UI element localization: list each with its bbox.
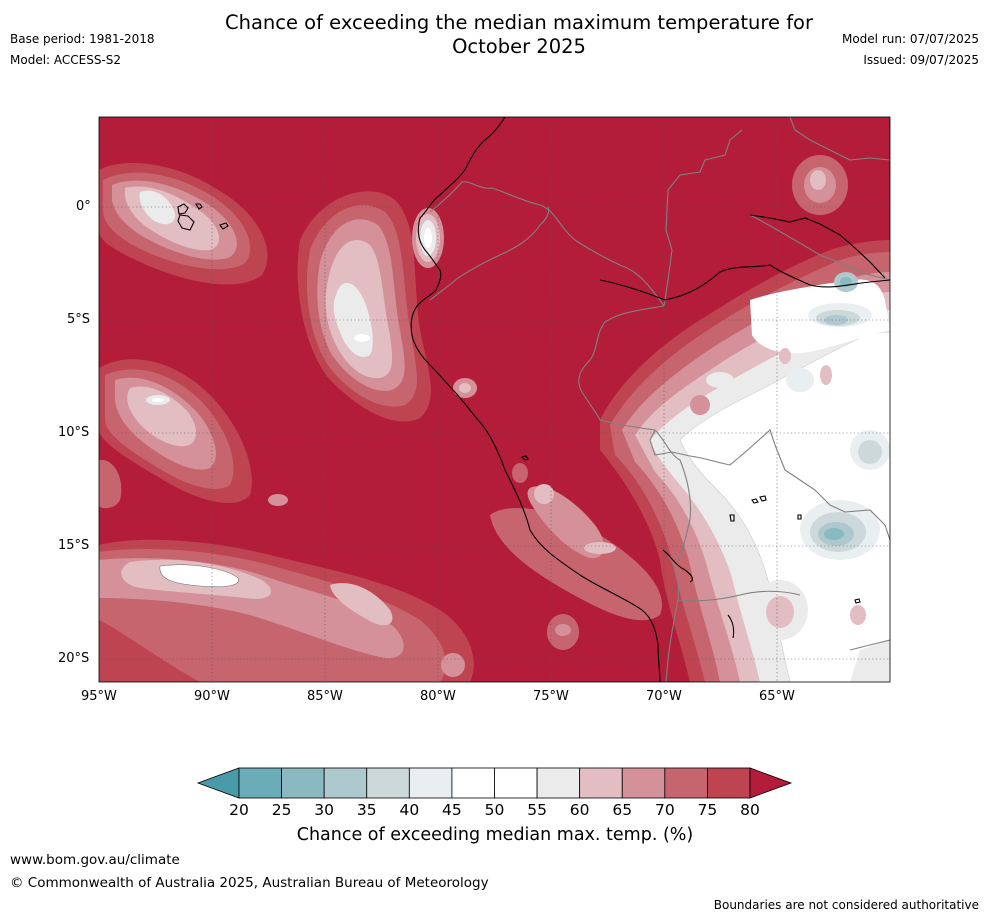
colorbar-bin — [621, 767, 666, 799]
colorbar-tick-label: 35 — [356, 801, 377, 819]
model-name: Model: ACCESS-S2 — [10, 53, 122, 67]
header-meta-left: Base period: 1981-2018 Model: ACCESS-S2 — [10, 29, 155, 71]
colorbar-tick-label: 25 — [271, 801, 292, 819]
colorbar-tick-label: 60 — [569, 801, 590, 819]
colorbar-title: Chance of exceeding median max. temp. (%… — [296, 825, 694, 845]
copyright-notice: © Commonwealth of Australia 2025, Austra… — [10, 875, 489, 891]
issued-date: Issued: 09/07/2025 — [863, 53, 979, 67]
anomaly-southwest — [99, 539, 474, 682]
lon-label-80w: 80°W — [420, 689, 456, 704]
lat-label-20s: 20°S — [58, 651, 90, 666]
lon-label-95w: 95°W — [81, 689, 117, 704]
colorbar-bin — [366, 767, 410, 799]
colorbar-tick-label: 30 — [314, 801, 335, 819]
colorbar-bin — [707, 767, 751, 799]
colorbar — [196, 767, 793, 799]
colorbar-extend-low — [196, 767, 240, 799]
lat-label-5s: 5°S — [67, 312, 91, 327]
model-run: Model run: 07/07/2025 — [841, 32, 979, 46]
website-link[interactable]: www.bom.gov.au/climate — [10, 852, 180, 868]
colorbar-bin — [238, 767, 282, 799]
map-area — [99, 117, 890, 682]
lon-label-70w: 70°W — [646, 689, 682, 704]
colorbar-bin — [323, 767, 368, 799]
colorbar-bin — [664, 767, 708, 799]
colorbar-tick-label: 55 — [527, 801, 547, 819]
colorbar-bin — [536, 767, 581, 799]
anomaly-west-central — [99, 359, 252, 509]
colorbar-bin — [451, 767, 495, 799]
lon-label-75w: 75°W — [533, 689, 569, 704]
colorbar-tick-label: 20 — [229, 801, 249, 819]
anomaly-peru-offshore — [297, 191, 431, 422]
colorbar-tick-label: 70 — [654, 801, 675, 819]
colorbar-bin — [408, 767, 453, 799]
colorbar-tick-label: 40 — [399, 801, 420, 819]
colorbar-tick-label: 80 — [740, 801, 760, 819]
colorbar-extend-high — [749, 767, 793, 799]
anomaly-coastal-peru — [268, 378, 662, 677]
lat-label-0: 0° — [76, 199, 91, 214]
base-period: Base period: 1981-2018 — [10, 32, 155, 46]
title-line-1: Chance of exceeding the median maximum t… — [224, 11, 814, 34]
colorbar-tick-label: 45 — [442, 801, 462, 819]
colorbar-bin — [494, 767, 538, 799]
lat-label-10s: 10°S — [58, 425, 90, 440]
colorbar-tick-label: 75 — [697, 801, 718, 819]
title-line-2: October 2025 — [452, 35, 586, 58]
lon-label-90w: 90°W — [194, 689, 230, 704]
country-borders — [429, 117, 890, 682]
lon-label-65w: 65°W — [759, 689, 795, 704]
lat-label-15s: 15°S — [58, 538, 90, 553]
colorbar-tick-label: 50 — [484, 801, 505, 819]
map-frame — [98, 116, 891, 683]
header-meta-right: Model run: 07/07/2025 Issued: 09/07/2025 — [842, 29, 979, 71]
anomaly-northeast — [792, 155, 848, 215]
colorbar-bin — [281, 767, 325, 799]
coastlines — [177, 117, 890, 682]
lon-label-85w: 85°W — [307, 689, 343, 704]
anomaly-galapagos — [99, 163, 268, 285]
colorbar-tick-label: 65 — [612, 801, 633, 819]
map-title: Chance of exceeding the median maximum t… — [150, 11, 888, 59]
anomaly-ecuador-coast — [412, 208, 444, 268]
anomaly-east-interior — [600, 240, 890, 682]
colorbar-bin — [579, 767, 623, 799]
map-graticule — [99, 117, 890, 682]
boundaries-disclaimer: Boundaries are not considered authoritat… — [713, 898, 979, 912]
